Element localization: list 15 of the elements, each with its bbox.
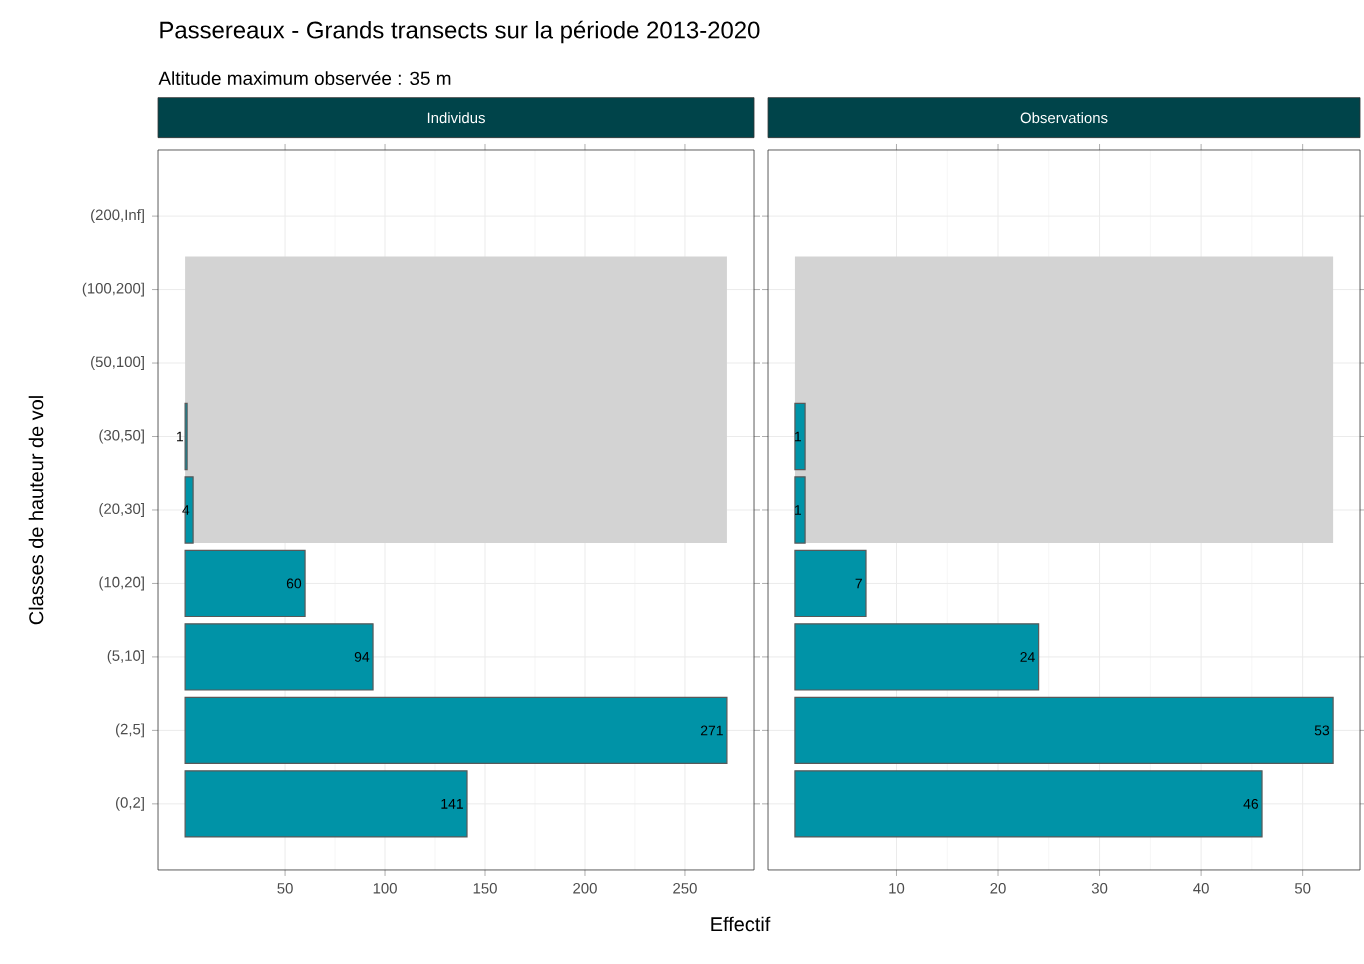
text: Altitude maximum observée : 35 m — [158, 70, 451, 86]
bar — [794, 696, 1334, 765]
bar — [794, 549, 867, 618]
bar — [184, 549, 306, 618]
bar — [794, 623, 1040, 691]
bar — [184, 696, 728, 765]
bar — [794, 402, 806, 471]
bar — [184, 770, 468, 838]
y-axis-title: Classes de hauteur de vol — [28, 396, 44, 625]
bar — [794, 770, 1263, 838]
x-axis-title: Effectif — [711, 916, 771, 932]
bar — [794, 476, 806, 544]
text: Passereaux - Grands transects sur la période 2013-2020 — [160, 20, 760, 44]
bar — [184, 476, 194, 544]
bar — [184, 623, 374, 691]
